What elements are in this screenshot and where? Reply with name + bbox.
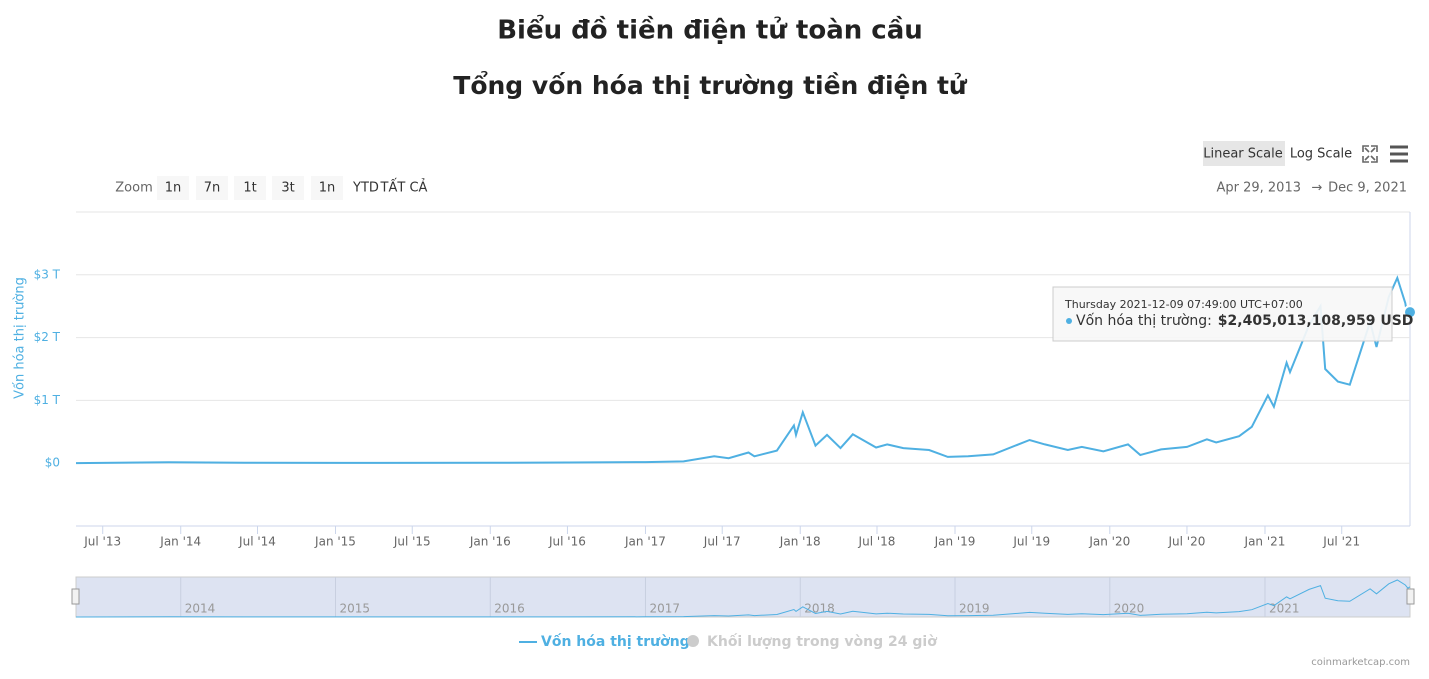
- tooltip-name: Vốn hóa thị trường:: [1076, 312, 1212, 329]
- navigator-label: 2019: [959, 602, 990, 616]
- y-tick-label: $2 T: [34, 330, 61, 344]
- credit: coinmarketcap.com: [1311, 657, 1410, 668]
- x-tick-label: Jan '21: [1244, 535, 1286, 549]
- x-tick-label: Jul '21: [1322, 535, 1360, 549]
- zoom-label: Zoom: [115, 181, 152, 196]
- button-bg: [311, 176, 343, 200]
- x-tick-label: Jul '18: [858, 535, 896, 549]
- navigator-label: 2015: [340, 602, 371, 616]
- x-tick-label: Jan '15: [314, 535, 356, 549]
- chart-subtitle: Tổng vốn hóa thị trường tiền điện tử: [453, 70, 968, 100]
- x-tick-label: Jan '14: [159, 535, 201, 549]
- x-tick-label: Jan '20: [1088, 535, 1130, 549]
- navigator-label: 2014: [185, 602, 216, 616]
- range-to: Dec 9, 2021: [1328, 181, 1407, 196]
- navigator-handle[interactable]: [1406, 588, 1415, 605]
- x-tick-label: Jan '17: [624, 535, 666, 549]
- navigator-handle[interactable]: [71, 588, 80, 605]
- button-bg: [157, 176, 189, 200]
- y-tick-label: $1 T: [34, 393, 61, 407]
- menu-icon[interactable]: [1390, 145, 1408, 163]
- navigator-label: 2021: [1269, 602, 1300, 616]
- tooltip-value: $2,405,013,108,959 USD: [1218, 313, 1414, 329]
- legend-label[interactable]: Vốn hóa thị trường: [541, 633, 690, 650]
- x-tick-label: Jan '16: [469, 535, 511, 549]
- button-bg: [1203, 141, 1285, 166]
- button-bg: [272, 176, 304, 200]
- scale-button[interactable]: Linear Scale: [1203, 147, 1283, 162]
- tooltip-box: [1052, 286, 1393, 342]
- navigator-label: 2016: [494, 602, 525, 616]
- chart-title: Biểu đồ tiền điện tử toàn cầu: [497, 13, 923, 46]
- y-tick-label: $3 T: [34, 267, 61, 281]
- fullscreen-icon[interactable]: [1362, 145, 1378, 163]
- x-tick-label: Jul '15: [393, 535, 431, 549]
- navigator-line: [75, 579, 1411, 618]
- x-tick-label: Jul '13: [83, 535, 121, 549]
- zoom-button[interactable]: 1t: [243, 181, 256, 196]
- x-tick-label: Jan '19: [934, 535, 976, 549]
- navigator-bg[interactable]: [75, 576, 1411, 618]
- range-arrow: →: [1312, 181, 1323, 196]
- zoom-button[interactable]: TẤT CẢ: [380, 179, 428, 196]
- data-line: [75, 275, 1411, 465]
- tooltip-header: Thursday 2021-12-09 07:49:00 UTC+07:00: [1064, 298, 1303, 311]
- zoom-button[interactable]: 7n: [204, 181, 221, 196]
- navigator-label: 2018: [804, 602, 835, 616]
- tooltip-bullet: [1066, 318, 1072, 324]
- tooltip-name: Vốn hóa thị trường: $2,405,013,108,959 US…: [1076, 312, 1413, 329]
- zoom-button[interactable]: 3t: [281, 181, 294, 196]
- x-tick-label: Jul '14: [238, 535, 276, 549]
- range-from: Apr 29, 2013: [1216, 181, 1301, 196]
- x-tick-label: Jan '18: [779, 535, 821, 549]
- zoom-button[interactable]: 1n: [319, 181, 336, 196]
- x-tick-label: Jul '20: [1168, 535, 1206, 549]
- legend-swatch[interactable]: [687, 635, 699, 647]
- navigator-label: 2017: [649, 602, 680, 616]
- navigator-label: 2020: [1114, 602, 1145, 616]
- zoom-button[interactable]: YTD: [352, 181, 379, 196]
- x-tick-label: Jul '16: [548, 535, 586, 549]
- legend-label[interactable]: Khối lượng trong vòng 24 giờ: [707, 633, 937, 650]
- x-tick-label: Jul '17: [703, 535, 741, 549]
- button-bg: [196, 176, 228, 200]
- x-tick-label: Jul '19: [1012, 535, 1050, 549]
- button-bg: [234, 176, 266, 200]
- hover-point: [1403, 305, 1417, 320]
- y-tick-label: $0: [45, 456, 60, 470]
- y-axis-title: Vốn hóa thị trường: [13, 277, 28, 399]
- zoom-button[interactable]: 1n: [165, 181, 182, 196]
- scale-button[interactable]: Log Scale: [1290, 147, 1352, 162]
